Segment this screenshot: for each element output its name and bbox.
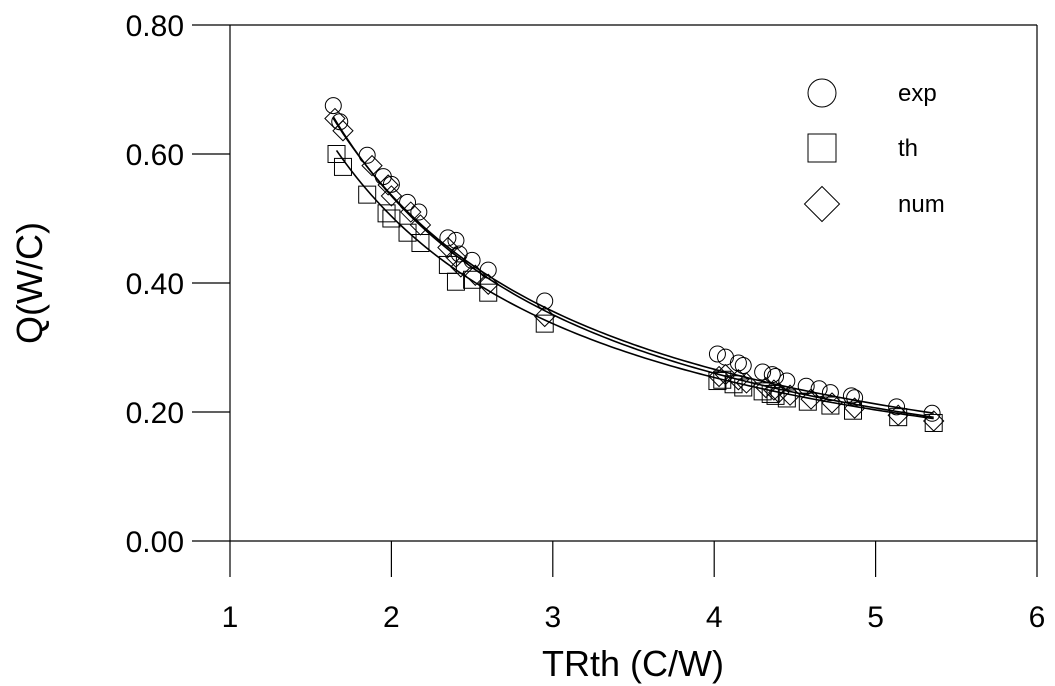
plot-area [229,24,1038,542]
data-point-num [361,154,383,177]
fit-curve-th [335,150,934,420]
data-point-exp [708,345,726,363]
x-axis-title: TRth (C/W) [542,643,724,684]
data-point-exp [729,354,747,372]
x-tick-label: 4 [706,601,723,634]
data-point-exp [767,368,785,386]
x-tick-label: 1 [222,601,239,634]
data-point-th [377,204,396,223]
data-point-th [382,209,401,228]
data-point-exp [536,292,554,310]
x-tick-label: 5 [867,601,884,634]
legend-label-num: num [898,191,945,218]
data-markers [324,97,945,432]
data-point-exp [324,97,342,115]
data-point-exp [763,366,781,384]
data-point-exp [410,203,428,221]
data-point-exp [447,231,465,249]
data-point-num [922,410,945,432]
fit-curves [332,116,934,420]
y-tick-label: 0.00 [126,526,184,559]
fit-curve-num [332,117,934,414]
data-point-exp [439,229,457,247]
y-axis-ticks: 0.00 0.20 0.40 0.60 0.80 [126,10,230,559]
y-tick-label: 0.40 [126,268,184,301]
data-point-num [714,363,737,386]
y-tick-label: 0.80 [126,10,184,43]
x-axis-ticks: 1 2 3 4 5 6 [222,541,1046,634]
data-point-num [409,214,432,236]
data-point-th [358,185,377,204]
data-point-num [450,256,472,278]
data-point-exp [734,357,752,375]
data-point-num [727,369,750,391]
data-point-th [327,145,346,163]
data-point-th [446,272,465,291]
data-point-num [763,379,785,401]
data-point-num [332,120,354,142]
data-point-th [535,314,554,333]
data-point-th [479,283,498,302]
data-point-num [821,392,843,414]
data-point-exp [842,387,860,405]
data-point-num [377,174,399,196]
data-point-exp [923,404,941,422]
x-tick-label: 6 [1029,601,1046,634]
data-point-th [777,389,796,408]
data-point-num [708,365,730,388]
data-point-num [735,372,758,394]
data-point-num [887,404,909,426]
data-point-num [445,246,467,268]
data-point-num [779,384,801,406]
x-tick-label: 2 [383,601,400,634]
data-point-th [333,157,352,176]
y-tick-label: 0.60 [126,139,184,172]
fit-curve-exp [332,116,934,419]
legend-symbol-circle [807,78,837,108]
data-point-num [380,185,403,207]
data-point-exp [846,389,864,407]
legend-label-exp: exp [898,80,937,107]
y-axis-title: Q(W/C) [9,222,50,344]
data-point-exp [754,363,772,381]
data-point-num [534,305,556,328]
data-point-num [437,236,459,259]
data-point-exp [399,193,417,211]
data-point-exp [888,398,906,416]
legend-label-th: th [898,135,918,162]
data-point-exp [358,146,376,164]
data-point-th [798,392,817,411]
data-point-num [477,273,499,295]
legend-symbol-diamond [803,185,841,223]
data-point-num [800,388,822,410]
data-point-th [398,223,417,242]
data-point-exp [821,384,839,402]
y-tick-label: 0.20 [126,397,184,430]
data-point-num [843,397,866,419]
data-point-num [464,264,487,286]
data-point-num [400,201,422,223]
data-point-num [755,376,777,399]
legend-symbol-square [807,133,837,163]
x-tick-label: 3 [544,601,561,634]
legend: exp th num [803,78,945,223]
